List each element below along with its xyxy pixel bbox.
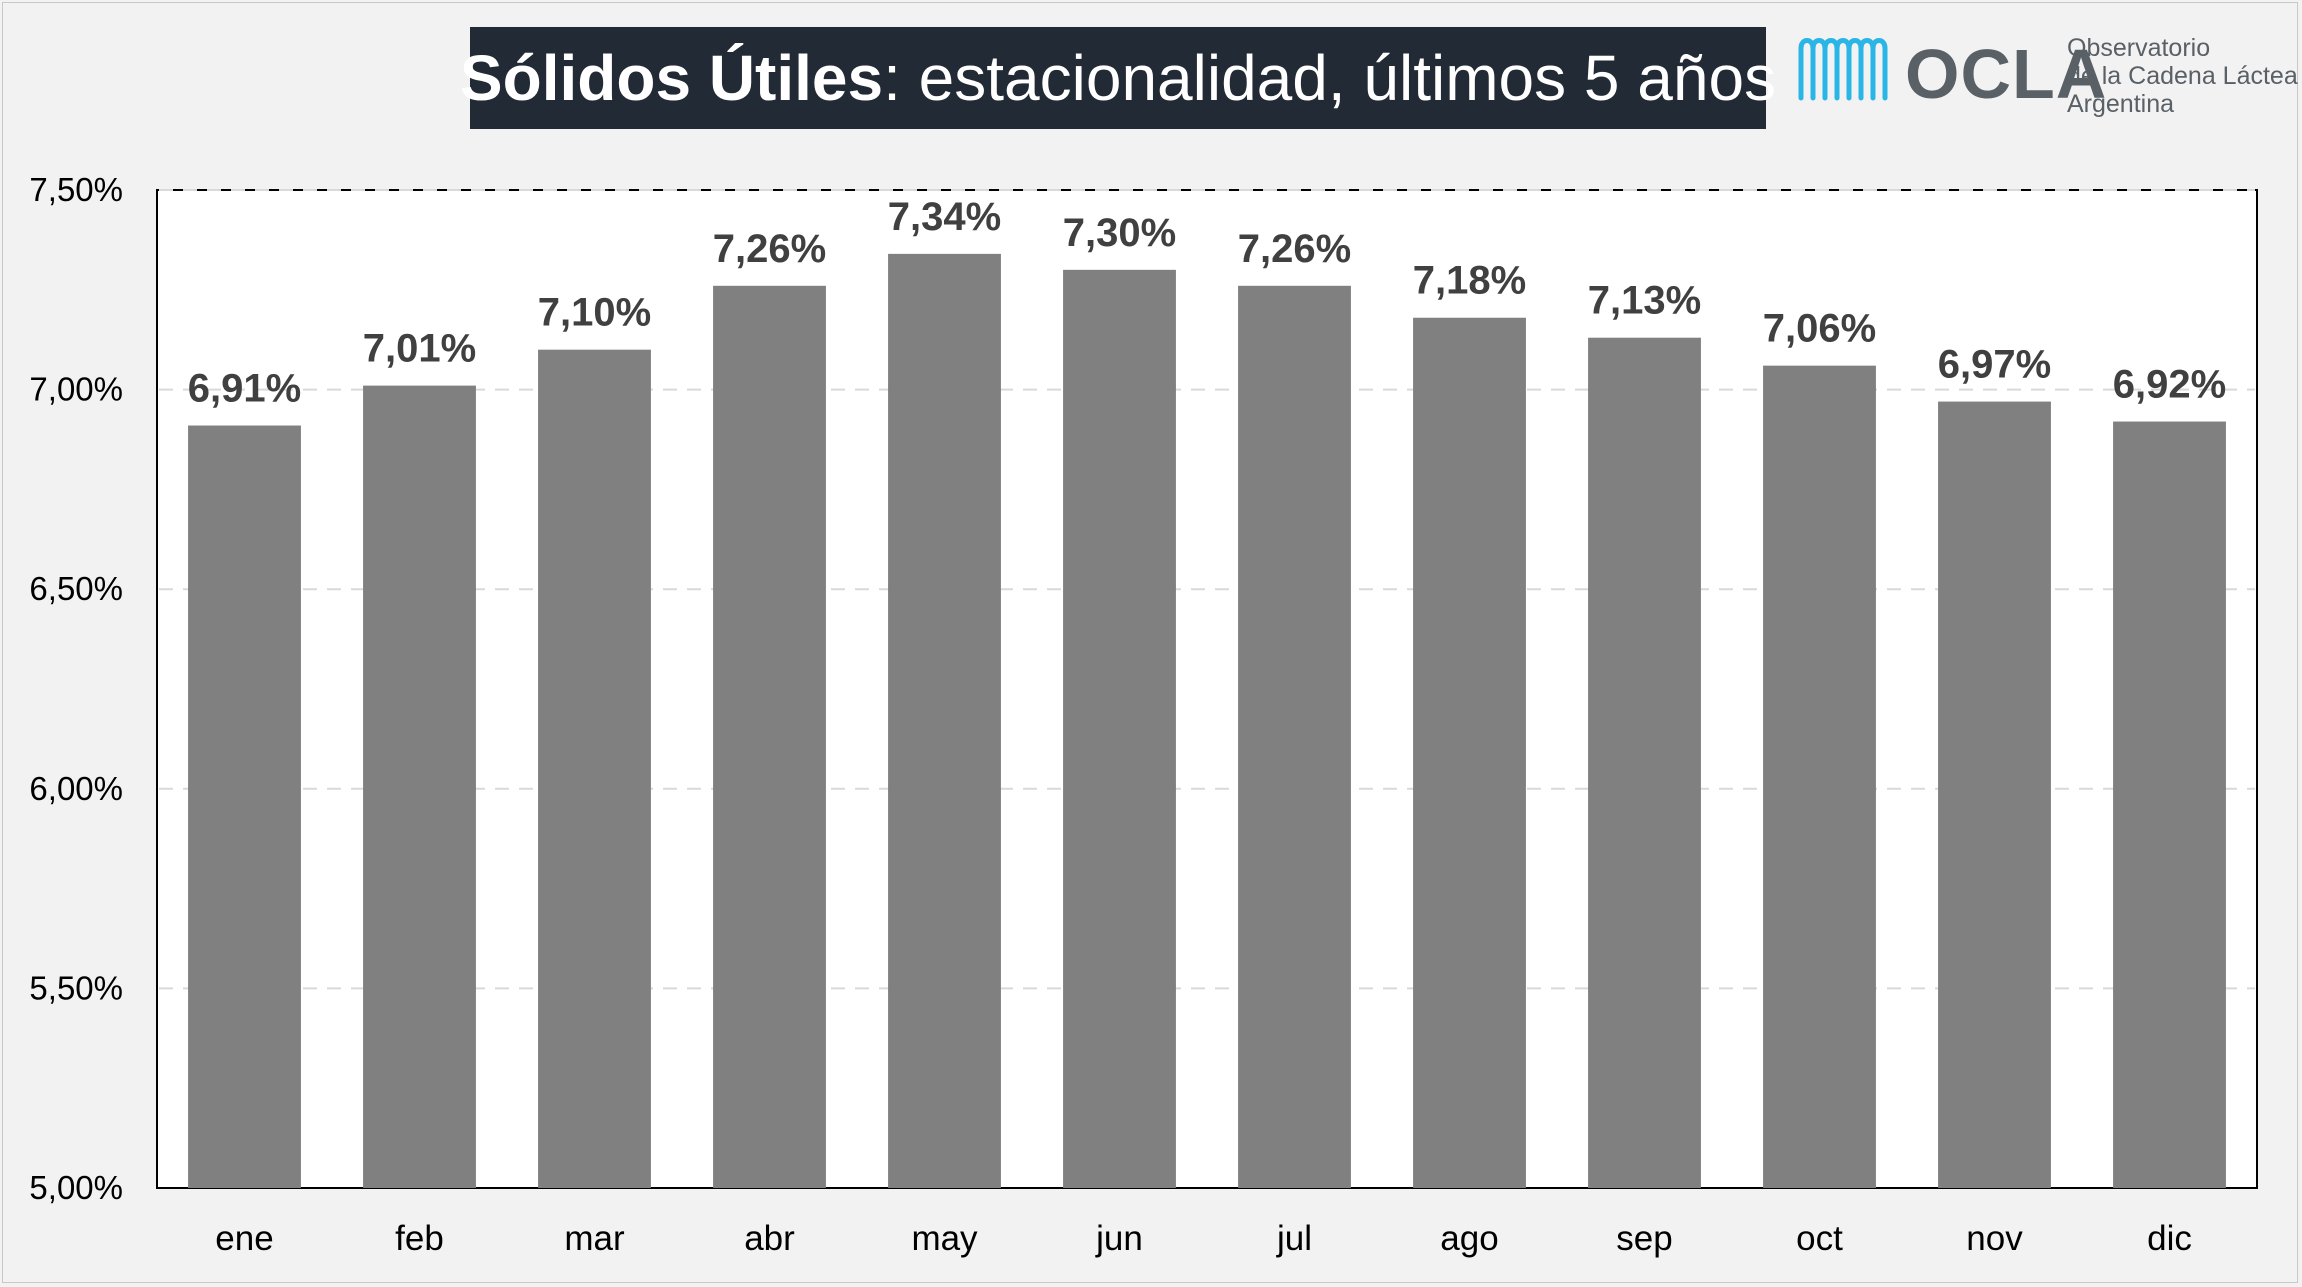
data-label: 7,26%: [713, 227, 826, 271]
data-label: 6,92%: [2113, 363, 2226, 407]
bar: [1238, 285, 1351, 1189]
x-tick-label: may: [911, 1219, 978, 1258]
data-label: 7,34%: [888, 195, 1001, 239]
x-tick-label: ene: [215, 1219, 273, 1258]
bar: [888, 253, 1001, 1188]
x-tick-label: nov: [1966, 1219, 2023, 1258]
logo-line-2: de la Cadena Láctea: [2067, 62, 2298, 90]
chart-title-rest: : estacionalidad, últimos 5 años: [883, 42, 1777, 114]
y-tick-label: 7,00%: [29, 371, 123, 408]
x-tick-label: dic: [2147, 1219, 2192, 1258]
data-labels: 6,91% 7,01% 7,10% 7,26% 7,34% 7,30% 7,26% 7,18%…: [188, 195, 2226, 411]
data-label: 6,91%: [188, 367, 301, 411]
chart-title-bold: Sólidos Útiles: [459, 42, 884, 114]
data-label: 6,97%: [1938, 343, 2051, 387]
bar: [1413, 317, 1526, 1188]
bar: [538, 349, 651, 1188]
bar: [188, 425, 301, 1188]
x-axis-ticks: ene feb mar abr may jun jul ago sep oct nov dic: [215, 1219, 2192, 1258]
chart-title: Sólidos Útiles: estacionalidad, últimos …: [460, 27, 1776, 129]
bar: [1763, 365, 1876, 1188]
y-tick-label: 6,00%: [29, 770, 123, 807]
gridlines: [159, 189, 2255, 990]
bar: [1588, 337, 1701, 1189]
ocla-wave-icon: [1798, 38, 1888, 101]
bar: [1938, 401, 2051, 1188]
y-tick-label: 5,00%: [29, 1169, 123, 1206]
data-label: 7,10%: [538, 291, 651, 335]
y-axis-ticks: 5,00% 5,50% 6,00% 6,50% 7,00% 7,50%: [29, 171, 123, 1206]
x-tick-label: sep: [1616, 1219, 1672, 1258]
data-label: 7,01%: [363, 327, 476, 371]
bars: [188, 253, 2226, 1189]
x-tick-label: feb: [395, 1219, 444, 1258]
logo-text: Observatorio de la Cadena Láctea Argenti…: [2067, 34, 2298, 118]
x-tick-label: abr: [744, 1219, 795, 1258]
y-tick-label: 6,50%: [29, 570, 123, 607]
x-tick-label: mar: [564, 1219, 625, 1258]
x-tick-label: jul: [1276, 1219, 1312, 1258]
y-tick-label: 5,50%: [29, 969, 123, 1006]
data-label: 7,30%: [1063, 211, 1176, 255]
logo-wordmark: OCLA: [1905, 35, 2108, 113]
data-label: 7,06%: [1763, 307, 1876, 351]
data-label: 7,13%: [1588, 279, 1701, 323]
logo-line-1: Observatorio: [2067, 34, 2211, 62]
y-tick-label: 7,50%: [29, 171, 123, 208]
plot-area: [156, 189, 2258, 1189]
data-label: 7,26%: [1238, 227, 1351, 271]
bar: [1063, 269, 1176, 1189]
x-tick-label: oct: [1796, 1219, 1843, 1258]
x-tick-label: jun: [1095, 1219, 1143, 1258]
ocla-logo: OCLA Observatorio de la Cadena Láctea Ar…: [1795, 28, 2298, 128]
logo-line-3: Argentina: [2067, 90, 2175, 118]
bar: [363, 385, 476, 1188]
data-label: 7,18%: [1413, 259, 1526, 303]
bar: [713, 285, 826, 1189]
bar: [2113, 421, 2226, 1188]
x-tick-label: ago: [1440, 1219, 1498, 1258]
